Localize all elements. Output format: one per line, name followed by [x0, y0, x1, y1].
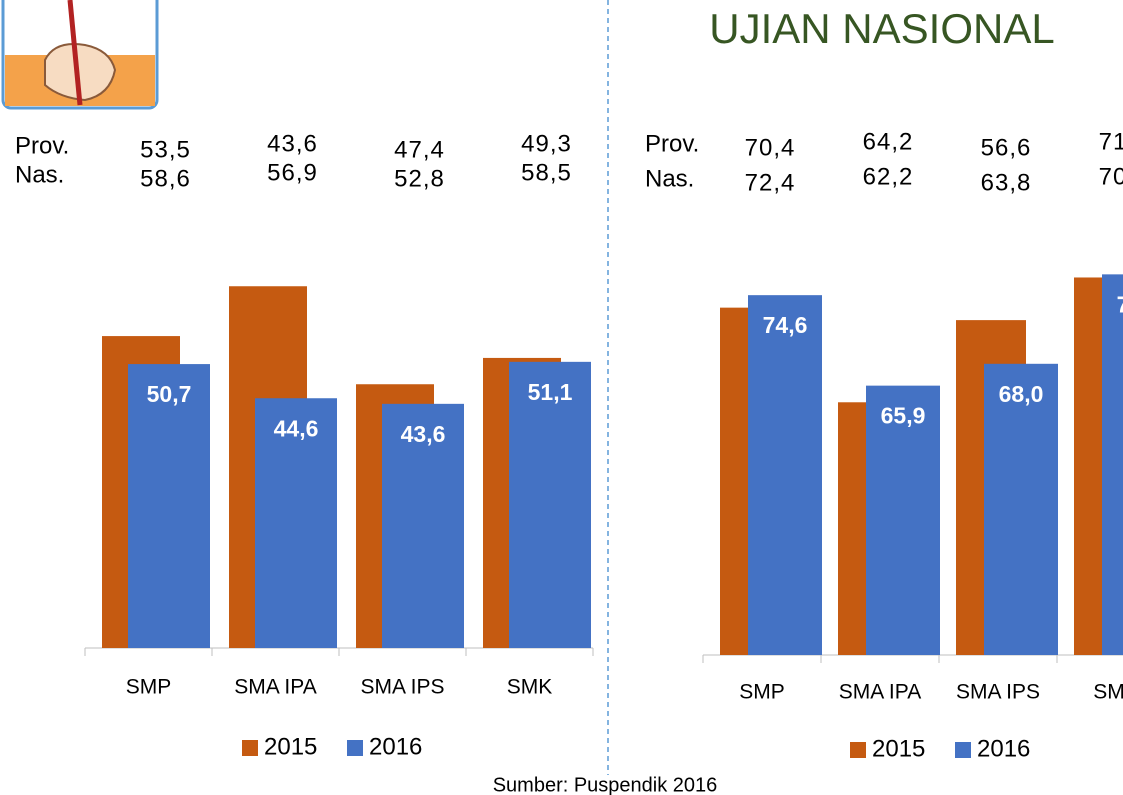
- row-cell: 63,8: [981, 169, 1032, 196]
- legend-label: 2016: [369, 733, 422, 760]
- row-cell: 53,5: [140, 136, 191, 163]
- row-cell: 47,4: [394, 136, 445, 163]
- value-label: 50,7: [147, 381, 192, 407]
- bar: [509, 361, 591, 648]
- legend-label: 2015: [872, 735, 925, 762]
- row-cell: 52,8: [394, 165, 445, 192]
- x-tick-label: SMA IPS: [956, 681, 1040, 704]
- value-label: 76,6: [1117, 291, 1123, 317]
- row-label: Nas.: [15, 161, 64, 188]
- bar: [128, 364, 210, 648]
- row-cell: 62,2: [863, 163, 914, 190]
- value-label: 44,6: [274, 415, 319, 441]
- x-tick-label: SMA IPA: [839, 681, 921, 704]
- value-label: 68,0: [999, 381, 1044, 407]
- x-tick-label: SMK: [1093, 681, 1123, 704]
- legend-label: 2015: [264, 733, 317, 760]
- row-cell: 64,2: [863, 128, 914, 155]
- row-cell: 71,1: [1099, 128, 1123, 155]
- x-tick-label: SMP: [126, 676, 172, 699]
- icon: [1, 0, 159, 110]
- row-label: Nas.: [645, 165, 694, 192]
- legend-swatch: [347, 740, 363, 756]
- value-label: 43,6: [401, 421, 446, 447]
- bar: [1102, 274, 1123, 655]
- row-cell: 58,6: [140, 165, 191, 192]
- legend-swatch: [850, 742, 866, 758]
- x-tick-label: SMA IPS: [360, 676, 444, 699]
- legend-swatch: [955, 742, 971, 758]
- bar: [748, 295, 822, 655]
- row-label: Prov.: [645, 130, 699, 157]
- legend-swatch: [242, 740, 258, 756]
- x-tick-label: SMP: [739, 681, 785, 704]
- row-cell: 49,3: [521, 130, 572, 157]
- row-cell: 72,4: [745, 169, 796, 196]
- bar: [866, 385, 940, 655]
- x-tick-label: SMK: [507, 676, 553, 699]
- bar: [984, 363, 1058, 655]
- row-label: Prov.: [15, 132, 69, 159]
- x-tick-label: SMA IPA: [234, 676, 316, 699]
- source: Sumber: Puspendik 2016: [493, 774, 718, 795]
- value-label: 51,1: [528, 379, 573, 405]
- slide-title: UJIAN NASIONAL: [709, 5, 1054, 52]
- value-label: 65,9: [881, 403, 926, 429]
- value-label: 74,6: [763, 312, 808, 338]
- row-cell: 43,6: [267, 130, 318, 157]
- row-cell: 70,5: [1099, 163, 1123, 190]
- legend-label: 2016: [977, 735, 1030, 762]
- bar: [255, 398, 337, 648]
- row-cell: 58,5: [521, 159, 572, 186]
- row-cell: 56,9: [267, 159, 318, 186]
- row-cell: 56,6: [981, 134, 1032, 161]
- bar: [382, 403, 464, 648]
- row-cell: 70,4: [745, 134, 796, 161]
